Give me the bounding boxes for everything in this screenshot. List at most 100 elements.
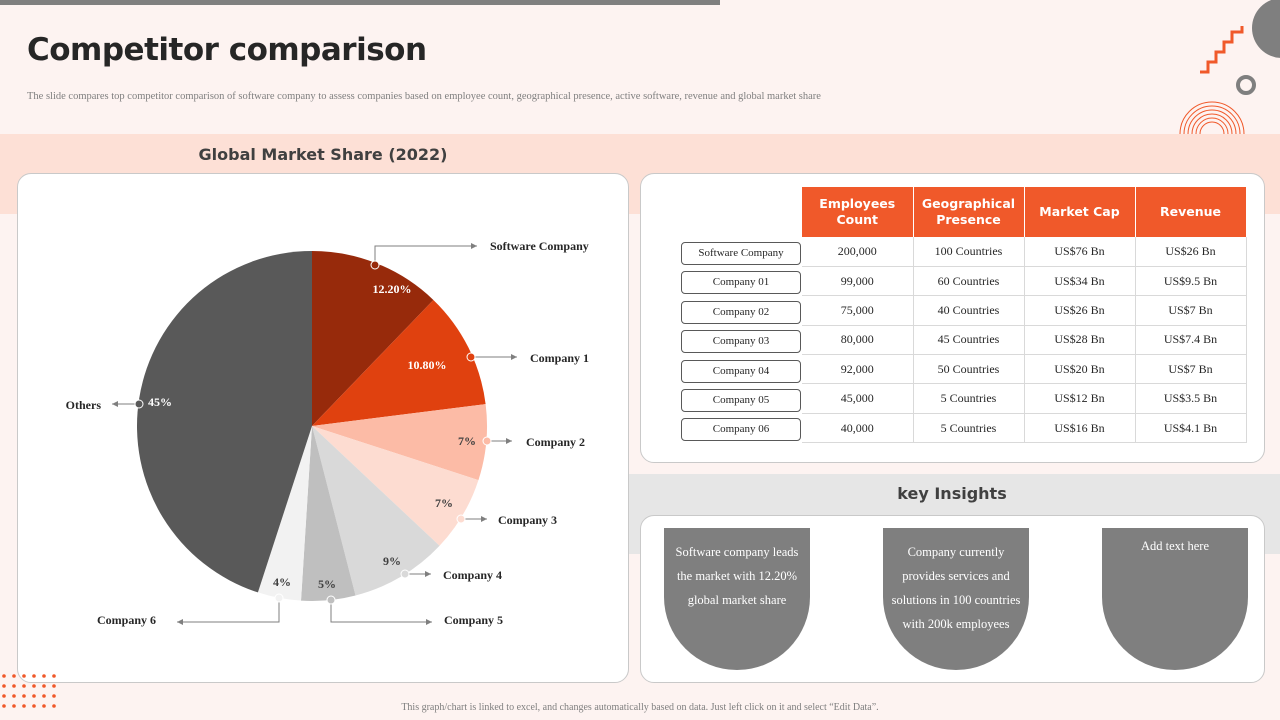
column-header: Market Cap <box>1024 187 1136 237</box>
table-row: 99,000 60 Countries US$34 Bn US$9.5 Bn <box>802 266 1247 297</box>
legend-label: Company 3 <box>498 513 557 527</box>
page-subtitle: The slide compares top competitor compar… <box>27 91 821 102</box>
legend-label: Software Company <box>490 239 589 253</box>
legend-label: Company 5 <box>444 613 503 627</box>
table-cell: 40 Countries <box>913 295 1025 326</box>
row-label: Company 04 <box>681 359 801 383</box>
arrow-icon <box>471 243 477 249</box>
insight-2: Company currently provides services and … <box>883 528 1029 670</box>
leader-dot <box>274 593 284 603</box>
legend-label: Company 6 <box>97 613 156 627</box>
insight-1: Software company leads the market with 1… <box>664 528 810 670</box>
data-label: 10.80% <box>408 358 447 372</box>
pie-slice[interactable] <box>312 299 486 426</box>
leader-dot <box>466 352 476 362</box>
table-cell: US$26 Bn <box>1135 237 1247 267</box>
arrow-icon <box>425 571 431 577</box>
table-cell: US$16 Bn <box>1024 413 1136 444</box>
table-cell: 5 Countries <box>913 413 1025 444</box>
row-label: Software Company <box>681 242 801 265</box>
row-label: Company 06 <box>681 418 801 442</box>
legend-label: Others <box>66 398 102 412</box>
legend-label: Company 1 <box>530 351 589 365</box>
pie-slice[interactable] <box>312 426 440 596</box>
table-row: 80,000 45 Countries US$28 Bn US$7.4 Bn <box>802 325 1247 356</box>
table-cell: 200,000 <box>802 237 914 267</box>
dots-decoration <box>2 674 56 708</box>
pie-slice[interactable] <box>257 426 312 601</box>
table-cell: US$7.4 Bn <box>1135 325 1247 356</box>
table-cell: US$28 Bn <box>1024 325 1136 356</box>
arrow-icon <box>506 438 512 444</box>
table-cell: 45 Countries <box>913 325 1025 356</box>
row-label: Company 01 <box>681 271 801 295</box>
table-cell: 50 Countries <box>913 354 1025 385</box>
table-cell: 45,000 <box>802 383 914 414</box>
data-label: 9% <box>383 554 401 568</box>
row-label: Company 03 <box>681 330 801 354</box>
table-row: 75,000 40 Countries US$26 Bn US$7 Bn <box>802 295 1247 326</box>
footer-note: This graph/chart is linked to excel, and… <box>401 702 879 713</box>
page-title: Competitor comparison <box>27 32 427 68</box>
leader-dot <box>400 569 410 579</box>
leader-dot <box>456 514 466 524</box>
table-cell: US$12 Bn <box>1024 383 1136 414</box>
table-cell: 5 Countries <box>913 383 1025 414</box>
leader-dot <box>326 595 336 605</box>
insights-title: key Insights <box>897 484 1007 503</box>
arrow-icon <box>426 619 432 625</box>
pie-slice[interactable] <box>137 251 312 593</box>
table-cell: US$3.5 Bn <box>1135 383 1247 414</box>
insight-3: Add text here <box>1102 528 1248 670</box>
arrow-icon <box>112 401 118 407</box>
column-header: Revenue <box>1135 187 1247 237</box>
legend-label: Company 4 <box>443 568 502 582</box>
table-cell: US$9.5 Bn <box>1135 266 1247 297</box>
data-label: 45% <box>148 395 172 409</box>
comparison-table: Employees Count Geographical Presence Mark… <box>802 187 1247 444</box>
table-cell: US$34 Bn <box>1024 266 1136 297</box>
data-label: 5% <box>318 577 336 591</box>
table-cell: US$76 Bn <box>1024 237 1136 267</box>
table-row: 92,000 50 Countries US$20 Bn US$7 Bn <box>802 354 1247 385</box>
legend-label: Company 2 <box>526 435 585 449</box>
table-row: 200,000 100 Countries US$76 Bn US$26 Bn <box>802 237 1247 267</box>
data-label: 4% <box>273 575 291 589</box>
arrow-icon <box>481 516 487 522</box>
leader-dot <box>482 436 492 446</box>
table-cell: US$26 Bn <box>1024 295 1136 326</box>
table-cell: US$4.1 Bn <box>1135 413 1247 444</box>
pie-chart: 12.20% Software Company 10.80% Company 1 7% C… <box>66 239 589 627</box>
row-label: Company 05 <box>681 389 801 412</box>
leader-line <box>330 600 432 623</box>
data-label: 7% <box>435 496 453 510</box>
pie-slice[interactable] <box>312 251 434 426</box>
top-bar <box>0 0 720 5</box>
pie-slice[interactable] <box>312 404 488 481</box>
chart-title: Global Market Share (2022) <box>198 145 448 164</box>
table-cell: 75,000 <box>802 295 914 326</box>
table-cell: US$7 Bn <box>1135 295 1247 326</box>
leader-dot <box>134 399 144 409</box>
table-cell: US$7 Bn <box>1135 354 1247 385</box>
data-label: 7% <box>458 434 476 448</box>
table-cell: 99,000 <box>802 266 914 297</box>
leader-line <box>374 245 477 265</box>
table-cell: US$20 Bn <box>1024 354 1136 385</box>
table-row: 45,000 5 Countries US$12 Bn US$3.5 Bn <box>802 383 1247 414</box>
arrow-icon <box>177 619 183 625</box>
pie-slice[interactable] <box>312 426 479 546</box>
table-cell: 60 Countries <box>913 266 1025 297</box>
pie-slice[interactable] <box>301 426 356 601</box>
decoration <box>1179 0 1280 135</box>
table-cell: 100 Countries <box>913 237 1025 267</box>
column-header: Geographical Presence <box>913 187 1025 237</box>
leader-dot <box>370 260 380 270</box>
row-label: Company 02 <box>681 300 801 324</box>
arrow-icon <box>511 354 517 360</box>
table-row: 40,000 5 Countries US$16 Bn US$4.1 Bn <box>802 413 1247 444</box>
column-header: Employees Count <box>802 187 914 237</box>
data-label: 12.20% <box>373 282 412 296</box>
table-cell: 40,000 <box>802 413 914 444</box>
table-cell: 80,000 <box>802 325 914 356</box>
